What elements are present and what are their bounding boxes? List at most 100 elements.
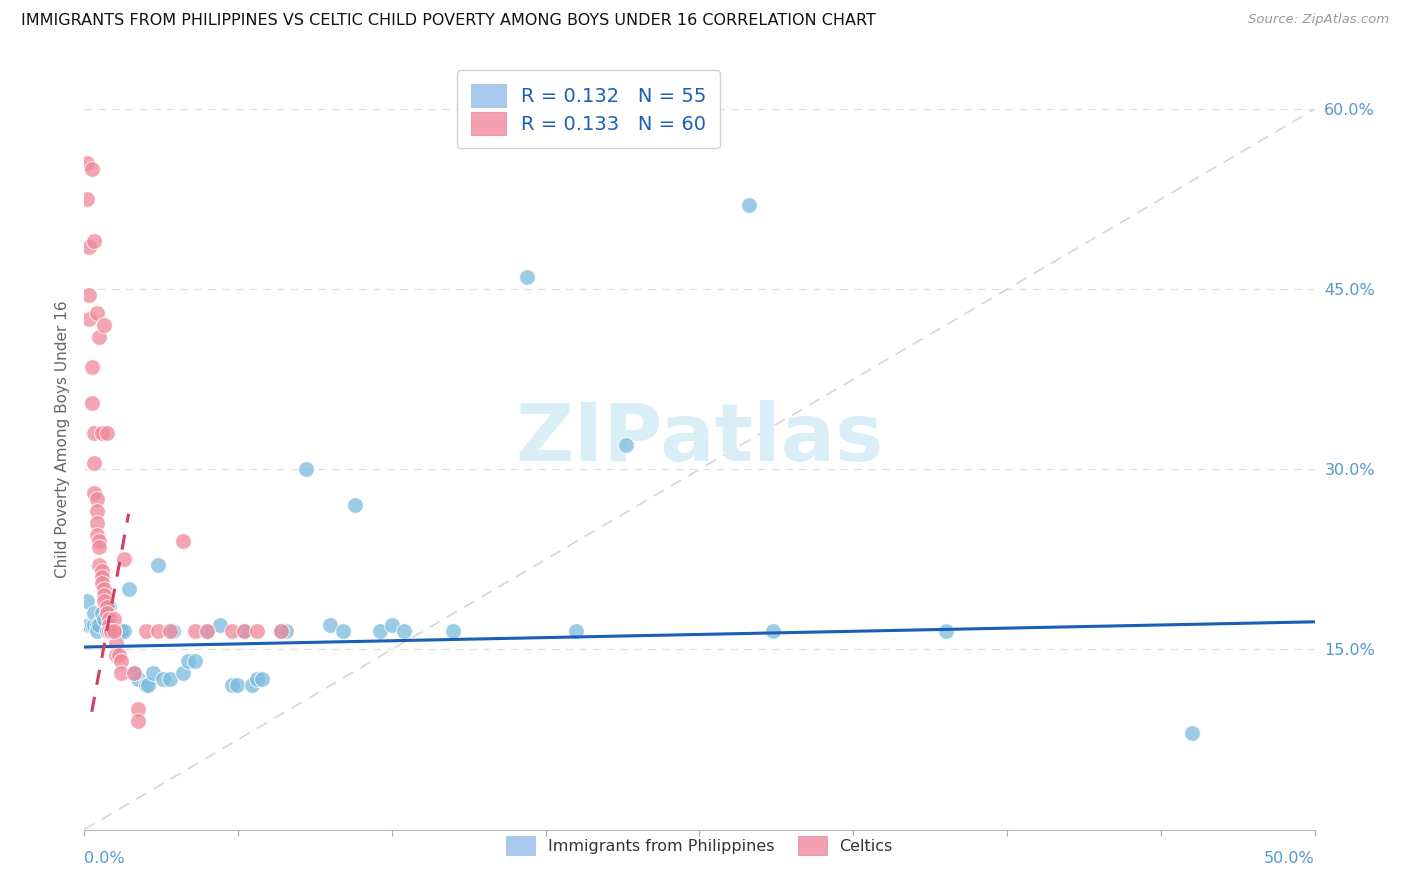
Point	[1181, 726, 1204, 740]
Point	[246, 624, 269, 639]
Point	[90, 565, 112, 579]
Point	[270, 624, 292, 639]
Point	[240, 678, 263, 692]
Text: 50.0%: 50.0%	[1264, 851, 1315, 866]
Point	[295, 462, 318, 476]
Point	[103, 624, 125, 639]
Point	[76, 594, 98, 608]
Point	[177, 655, 200, 669]
Point	[250, 673, 273, 687]
Point	[184, 655, 207, 669]
Point	[87, 558, 111, 573]
Point	[128, 673, 150, 687]
Point	[80, 396, 103, 410]
Point	[105, 636, 128, 650]
Point	[148, 558, 170, 573]
Point	[233, 624, 256, 639]
Point	[86, 528, 108, 542]
Point	[122, 666, 145, 681]
Point	[233, 624, 256, 639]
Y-axis label: Child Poverty Among Boys Under 16: Child Poverty Among Boys Under 16	[55, 301, 70, 578]
Point	[332, 624, 354, 639]
Point	[135, 624, 157, 639]
Point	[319, 618, 342, 632]
Point	[100, 624, 122, 639]
Point	[103, 624, 125, 639]
Point	[935, 624, 957, 639]
Point	[79, 288, 101, 302]
Point	[79, 618, 101, 632]
Point	[565, 624, 588, 639]
Point	[87, 541, 111, 555]
Point	[394, 624, 416, 639]
Point	[762, 624, 785, 639]
Point	[76, 156, 98, 170]
Point	[87, 534, 111, 549]
Point	[112, 552, 135, 566]
Point	[86, 306, 108, 320]
Point	[93, 612, 115, 626]
Text: IMMIGRANTS FROM PHILIPPINES VS CELTIC CHILD POVERTY AMONG BOYS UNDER 16 CORRELAT: IMMIGRANTS FROM PHILIPPINES VS CELTIC CH…	[21, 13, 876, 29]
Point	[86, 492, 108, 507]
Point	[98, 600, 120, 615]
Point	[197, 624, 219, 639]
Point	[184, 624, 207, 639]
Point	[96, 426, 118, 441]
Point	[87, 330, 111, 344]
Legend: Immigrants from Philippines, Celtics: Immigrants from Philippines, Celtics	[496, 827, 903, 864]
Point	[368, 624, 391, 639]
Point	[83, 618, 105, 632]
Point	[110, 624, 132, 639]
Point	[128, 702, 150, 716]
Point	[172, 666, 194, 681]
Point	[208, 618, 231, 632]
Point	[159, 673, 181, 687]
Point	[86, 624, 108, 639]
Point	[96, 624, 118, 639]
Point	[110, 655, 132, 669]
Point	[93, 594, 115, 608]
Point	[103, 612, 125, 626]
Point	[246, 673, 269, 687]
Point	[159, 624, 181, 639]
Point	[83, 234, 105, 248]
Point	[344, 499, 367, 513]
Point	[98, 612, 120, 626]
Point	[221, 678, 243, 692]
Point	[738, 198, 761, 212]
Point	[270, 624, 292, 639]
Point	[98, 624, 120, 639]
Point	[105, 648, 128, 663]
Point	[152, 673, 174, 687]
Point	[162, 624, 184, 639]
Point	[100, 624, 122, 639]
Point	[90, 570, 112, 584]
Point	[86, 504, 108, 518]
Point	[83, 607, 105, 621]
Point	[118, 582, 141, 597]
Point	[135, 678, 157, 692]
Point	[98, 618, 120, 632]
Point	[128, 714, 150, 729]
Point	[76, 192, 98, 206]
Point	[381, 618, 404, 632]
Point	[172, 534, 194, 549]
Point	[86, 516, 108, 531]
Point	[83, 486, 105, 500]
Point	[148, 624, 170, 639]
Point	[110, 666, 132, 681]
Point	[79, 618, 101, 632]
Point	[225, 678, 249, 692]
Text: Source: ZipAtlas.com: Source: ZipAtlas.com	[1249, 13, 1389, 27]
Point	[122, 666, 145, 681]
Point	[86, 618, 108, 632]
Point	[516, 270, 538, 285]
Point	[443, 624, 465, 639]
Point	[80, 618, 103, 632]
Text: 0.0%: 0.0%	[84, 851, 125, 866]
Point	[79, 240, 101, 254]
Point	[96, 607, 118, 621]
Point	[96, 600, 118, 615]
Point	[614, 438, 637, 452]
Point	[197, 624, 219, 639]
